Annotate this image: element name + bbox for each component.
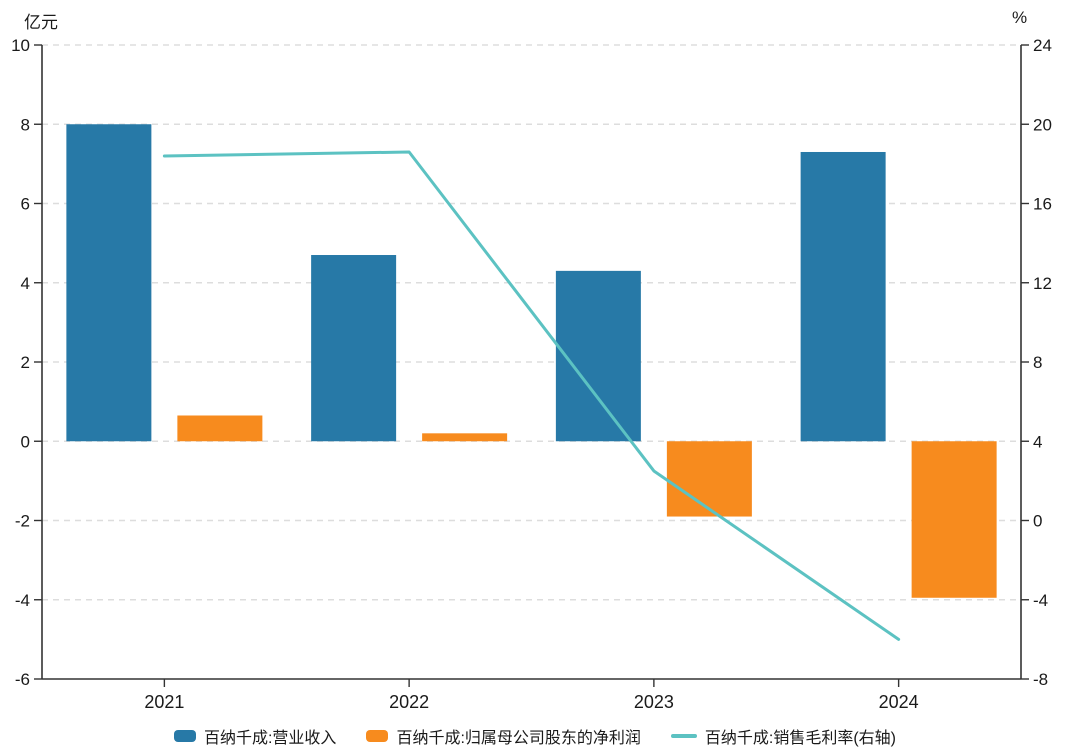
x-tick-label: 2021 — [144, 692, 184, 712]
bar-series0-2023 — [555, 270, 641, 442]
legend-label: 百纳千成:归属母公司股东的净利润 — [396, 730, 641, 747]
bar-series1-2021 — [177, 415, 263, 442]
margin-line — [162, 150, 901, 641]
left-axis-unit-label: 亿元 — [24, 13, 58, 32]
bar-series1-2023 — [666, 441, 752, 517]
x-tick-label: 2023 — [634, 692, 674, 712]
right-axis-unit-label: % — [1012, 8, 1028, 27]
right-tick-label: -4 — [1033, 591, 1048, 610]
bar-series0-2024 — [800, 151, 886, 442]
legend-item: 百纳千成:营业收入 — [173, 724, 337, 748]
right-tick-label: 4 — [1033, 432, 1042, 451]
left-tick-label: -4 — [15, 591, 30, 610]
right-tick-label: 24 — [1033, 36, 1052, 55]
right-tick-label: 8 — [1033, 353, 1042, 372]
right-tick-label: 12 — [1033, 274, 1052, 293]
legend-bar-swatch — [173, 730, 196, 742]
left-tick-label: 6 — [21, 195, 30, 214]
right-tick-label: 0 — [1033, 512, 1042, 531]
right-tick-label: -8 — [1033, 670, 1048, 689]
left-tick-label: -6 — [15, 670, 30, 689]
left-tick-label: 0 — [21, 432, 30, 451]
bar-series1-2022 — [422, 433, 508, 442]
chart-legend: 百纳千成:营业收入 百纳千成:归属母公司股东的净利润 百纳千成:销售毛利率(右轴) — [0, 722, 1070, 750]
bar-series0-2022 — [311, 255, 397, 442]
x-tick-label: 2022 — [389, 692, 429, 712]
bar-series1-2024 — [911, 441, 997, 598]
right-tick-label: 16 — [1033, 195, 1052, 214]
right-tick-label: 20 — [1033, 115, 1052, 134]
bar-series0-2021 — [66, 124, 152, 442]
left-tick-label: 10 — [11, 36, 30, 55]
legend-item: 百纳千成:归属母公司股东的净利润 — [366, 724, 641, 748]
left-tick-label: 8 — [21, 115, 30, 134]
legend-item: 百纳千成:销售毛利率(右轴) — [670, 724, 896, 748]
legend-line-swatch — [670, 734, 697, 738]
legend-bar-swatch — [366, 730, 389, 742]
left-tick-label: 4 — [21, 274, 30, 293]
left-tick-label: -2 — [15, 512, 30, 531]
x-tick-label: 2024 — [879, 692, 919, 712]
left-tick-label: 2 — [21, 353, 30, 372]
legend-label: 百纳千成:营业收入 — [203, 730, 337, 747]
legend-label: 百纳千成:销售毛利率(右轴) — [704, 730, 896, 747]
